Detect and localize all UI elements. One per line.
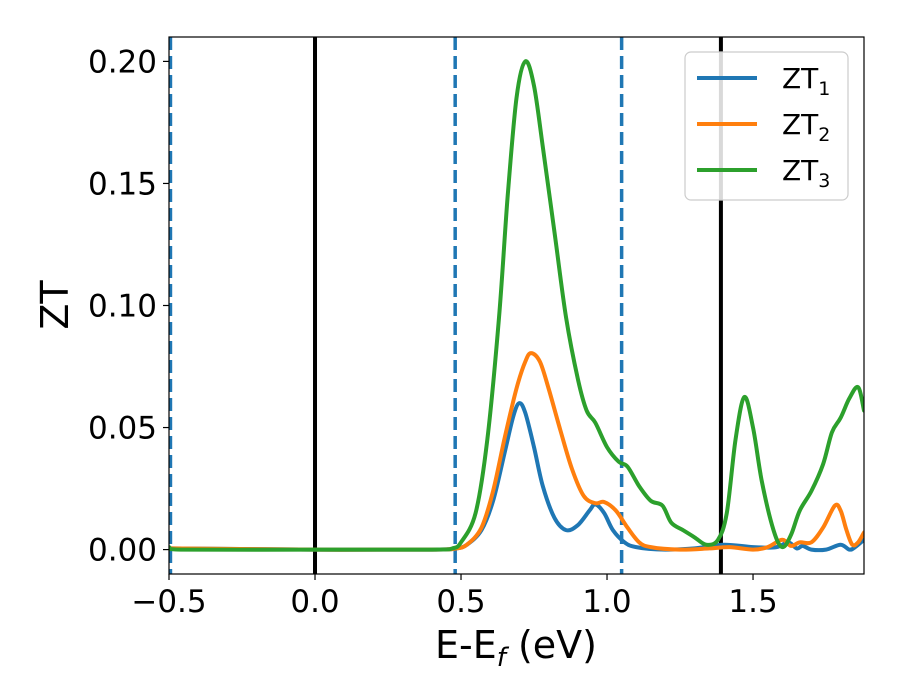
legend-label-zt3: ZT3 xyxy=(782,154,830,192)
x-axis: −0.5 0.0 0.5 1.0 1.5 xyxy=(131,574,778,620)
y-axis-label: ZT xyxy=(33,280,77,330)
y-tick-label: 0.05 xyxy=(88,411,157,447)
legend-label-zt1: ZT1 xyxy=(782,62,830,100)
y-tick-label: 0.10 xyxy=(88,289,157,325)
legend: ZT1 ZT2 ZT3 xyxy=(684,51,849,201)
y-axis: 0.00 0.05 0.10 0.15 0.20 xyxy=(88,44,169,569)
x-tick-label: −0.5 xyxy=(131,584,206,620)
x-tick-label: 1.0 xyxy=(582,584,631,620)
series-line-zt3 xyxy=(169,59,864,552)
legend-label-zt2: ZT2 xyxy=(782,108,830,146)
series-line-zt2 xyxy=(169,351,864,552)
y-tick-label: 0.15 xyxy=(88,166,157,202)
reference-lines xyxy=(169,37,723,574)
x-tick-label: 1.5 xyxy=(728,584,777,620)
series-lines xyxy=(169,59,864,553)
y-tick-label: 0.20 xyxy=(88,44,157,80)
legend-box xyxy=(684,51,849,201)
y-tick-label: 0.00 xyxy=(88,533,157,569)
x-axis-label: E-Ef (eV) xyxy=(435,623,597,673)
x-tick-label: 0.5 xyxy=(436,584,485,620)
x-tick-label: 0.0 xyxy=(290,584,339,620)
